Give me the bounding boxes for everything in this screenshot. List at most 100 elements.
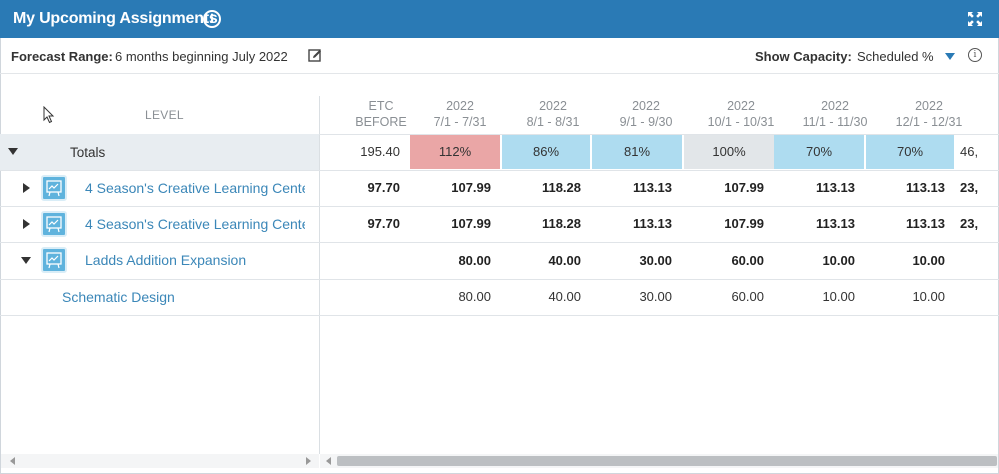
widget-title: My Upcoming Assignments bbox=[13, 10, 218, 27]
expand-row-icon[interactable] bbox=[23, 183, 30, 193]
totals-row-left bbox=[0, 134, 319, 170]
column-header-line2: 7/1 - 7/31 bbox=[433, 115, 487, 129]
column-header-line2: 11/1 - 11/30 bbox=[802, 115, 868, 129]
row-divider bbox=[0, 242, 999, 243]
column-header-jul[interactable]: 2022 7/1 - 7/31 bbox=[418, 98, 502, 130]
column-header-aug[interactable]: 2022 8/1 - 8/31 bbox=[510, 98, 596, 130]
column-header-dec[interactable]: 2022 12/1 - 12/31 bbox=[884, 98, 974, 130]
etc-before-cell bbox=[330, 279, 400, 315]
column-header-line2: 9/1 - 9/30 bbox=[619, 115, 673, 129]
toolbar: Forecast Range: 6 months beginning July … bbox=[0, 38, 999, 74]
capacity-cell: 70% bbox=[866, 135, 954, 169]
column-header-oct[interactable]: 2022 10/1 - 10/31 bbox=[696, 98, 786, 130]
project-link[interactable]: 4 Season's Creative Learning Center bbox=[85, 180, 305, 196]
expand-row-icon[interactable] bbox=[23, 219, 30, 229]
column-header-line2: 8/1 - 8/31 bbox=[526, 115, 580, 129]
overflow-cell bbox=[960, 279, 994, 315]
value-cell: 80.00 bbox=[458, 253, 491, 268]
value-cell: 30.00 bbox=[639, 253, 672, 268]
column-header-line1: 2022 bbox=[539, 99, 567, 113]
column-header-sep[interactable]: 2022 9/1 - 9/30 bbox=[603, 98, 689, 130]
value-cell: 60.00 bbox=[731, 289, 764, 304]
scrollbar-thumb[interactable] bbox=[337, 456, 997, 466]
totals-label: Totals bbox=[70, 145, 106, 160]
row-divider bbox=[0, 279, 999, 280]
mouse-cursor-icon bbox=[43, 106, 55, 124]
chevron-down-icon[interactable] bbox=[945, 53, 955, 60]
task-link[interactable]: Schematic Design bbox=[62, 289, 175, 305]
etc-before-cell: 97.70 bbox=[367, 216, 400, 231]
capacity-cell: 70% bbox=[774, 135, 864, 169]
value-cell: 10.00 bbox=[912, 289, 945, 304]
value-cell: 118.28 bbox=[541, 180, 581, 195]
project-link[interactable]: Ladds Addition Expansion bbox=[85, 252, 247, 268]
info-icon[interactable]: i bbox=[203, 10, 221, 28]
column-header-line2: 12/1 - 12/31 bbox=[895, 115, 963, 129]
show-capacity-label: Show Capacity: bbox=[755, 49, 852, 64]
column-header-line1: 2022 bbox=[632, 99, 660, 113]
column-header-line1: 2022 bbox=[821, 99, 849, 113]
value-cell: 40.00 bbox=[548, 289, 581, 304]
value-cell: 113.13 bbox=[905, 180, 945, 195]
value-cell: 113.13 bbox=[815, 216, 855, 231]
value-cell: 30.00 bbox=[639, 289, 672, 304]
forecast-range-value: 6 months beginning July 2022 bbox=[115, 49, 288, 64]
value-cell: 118.28 bbox=[541, 216, 581, 231]
row-divider bbox=[0, 170, 999, 171]
value-cell: 40.00 bbox=[548, 253, 581, 268]
edit-icon[interactable] bbox=[308, 48, 323, 63]
capacity-cell: 112% bbox=[410, 135, 500, 169]
etc-before-cell bbox=[330, 243, 400, 279]
collapse-totals-icon[interactable] bbox=[8, 148, 18, 155]
value-cell: 107.99 bbox=[451, 180, 491, 195]
value-cell: 10.00 bbox=[822, 253, 855, 268]
value-cell: 113.13 bbox=[815, 180, 855, 195]
value-cell: 113.13 bbox=[905, 216, 945, 231]
frozen-column-divider bbox=[319, 96, 320, 454]
column-header-line1: 2022 bbox=[727, 99, 755, 113]
value-cell: 10.00 bbox=[912, 253, 945, 268]
row-divider bbox=[0, 206, 999, 207]
capacity-info-icon[interactable]: i bbox=[968, 48, 982, 62]
column-header-etc-before[interactable]: ETC BEFORE bbox=[346, 98, 416, 130]
column-header-nov[interactable]: 2022 11/1 - 11/30 bbox=[790, 98, 880, 130]
value-cell: 113.13 bbox=[632, 180, 672, 195]
value-cell: 10.00 bbox=[822, 289, 855, 304]
project-icon bbox=[41, 247, 67, 273]
row-divider bbox=[0, 315, 999, 316]
project-icon bbox=[41, 175, 67, 201]
value-cell: 80.00 bbox=[458, 289, 491, 304]
overflow-cell bbox=[960, 243, 994, 279]
scroll-left-arrow-icon[interactable] bbox=[10, 457, 15, 465]
column-header-line2: 10/1 - 10/31 bbox=[707, 115, 775, 129]
widget-header: My Upcoming Assignments i bbox=[0, 0, 999, 38]
forecast-range-label: Forecast Range: bbox=[11, 49, 113, 64]
value-cell: 107.99 bbox=[724, 180, 764, 195]
show-capacity-select[interactable]: Scheduled % bbox=[857, 49, 934, 64]
level-column-header[interactable]: LEVEL bbox=[145, 108, 184, 122]
row-divider bbox=[0, 134, 999, 135]
project-link[interactable]: 4 Season's Creative Learning Center bbox=[85, 216, 305, 232]
totals-etc-before: 195.40 bbox=[360, 144, 400, 159]
overflow-cell: 23, bbox=[960, 180, 979, 195]
capacity-cell: 100% bbox=[684, 135, 774, 169]
totals-overflow: 46, bbox=[960, 144, 979, 159]
column-header-line1: ETC bbox=[368, 99, 394, 113]
left-horizontal-scrollbar[interactable] bbox=[1, 454, 319, 468]
project-icon bbox=[41, 211, 67, 237]
column-header-line1: 2022 bbox=[915, 99, 943, 113]
etc-before-cell: 97.70 bbox=[367, 180, 400, 195]
overflow-cell: 23, bbox=[960, 216, 979, 231]
scroll-right-arrow-icon[interactable] bbox=[306, 457, 311, 465]
value-cell: 107.99 bbox=[451, 216, 491, 231]
capacity-cell: 86% bbox=[502, 135, 590, 169]
value-cell: 60.00 bbox=[731, 253, 764, 268]
value-cell: 113.13 bbox=[632, 216, 672, 231]
column-header-line2: BEFORE bbox=[355, 115, 407, 129]
collapse-row-icon[interactable] bbox=[21, 257, 31, 264]
value-cell: 107.99 bbox=[724, 216, 764, 231]
expand-icon[interactable] bbox=[967, 11, 983, 27]
column-header-line1: 2022 bbox=[446, 99, 474, 113]
scroll-left-arrow-icon[interactable] bbox=[326, 457, 331, 465]
capacity-cell: 81% bbox=[592, 135, 682, 169]
